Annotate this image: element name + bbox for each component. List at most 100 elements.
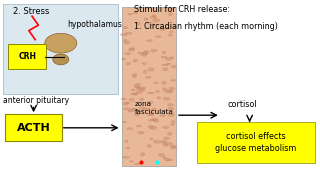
Ellipse shape <box>122 121 126 123</box>
Ellipse shape <box>162 88 167 90</box>
Ellipse shape <box>151 118 157 121</box>
Ellipse shape <box>151 49 157 52</box>
Ellipse shape <box>133 12 138 14</box>
Ellipse shape <box>148 120 154 121</box>
Text: cortisol: cortisol <box>227 100 257 109</box>
FancyBboxPatch shape <box>197 122 315 163</box>
Ellipse shape <box>144 108 149 111</box>
Ellipse shape <box>162 82 166 84</box>
Ellipse shape <box>145 76 151 78</box>
Ellipse shape <box>148 125 153 128</box>
Ellipse shape <box>128 110 132 112</box>
Ellipse shape <box>166 63 171 65</box>
Ellipse shape <box>157 97 161 99</box>
Ellipse shape <box>171 65 176 68</box>
Ellipse shape <box>154 119 159 122</box>
Ellipse shape <box>162 51 166 54</box>
Ellipse shape <box>132 75 136 78</box>
Ellipse shape <box>131 93 138 95</box>
Ellipse shape <box>148 101 153 103</box>
Ellipse shape <box>136 125 142 127</box>
Ellipse shape <box>140 98 144 100</box>
Ellipse shape <box>163 157 166 159</box>
Ellipse shape <box>168 103 173 106</box>
Ellipse shape <box>163 97 170 100</box>
Ellipse shape <box>148 114 154 116</box>
Ellipse shape <box>150 16 157 18</box>
Ellipse shape <box>169 13 172 16</box>
Ellipse shape <box>128 48 135 51</box>
Ellipse shape <box>143 52 147 55</box>
Ellipse shape <box>123 102 128 105</box>
Ellipse shape <box>139 107 146 109</box>
Ellipse shape <box>153 140 160 143</box>
Ellipse shape <box>133 59 138 62</box>
Ellipse shape <box>160 114 165 116</box>
Ellipse shape <box>167 142 172 145</box>
Ellipse shape <box>124 108 130 110</box>
Ellipse shape <box>142 63 147 64</box>
Ellipse shape <box>171 124 175 125</box>
Ellipse shape <box>167 91 172 93</box>
FancyBboxPatch shape <box>5 114 62 141</box>
Ellipse shape <box>167 132 172 135</box>
Ellipse shape <box>45 33 77 53</box>
Ellipse shape <box>132 109 137 111</box>
Ellipse shape <box>149 24 155 26</box>
Ellipse shape <box>127 128 132 129</box>
Ellipse shape <box>156 36 161 38</box>
Ellipse shape <box>150 138 153 140</box>
Ellipse shape <box>126 102 130 104</box>
Ellipse shape <box>132 89 135 91</box>
Ellipse shape <box>165 57 172 61</box>
Ellipse shape <box>170 89 173 93</box>
Ellipse shape <box>171 80 176 81</box>
Ellipse shape <box>139 87 146 90</box>
Ellipse shape <box>131 108 135 110</box>
Ellipse shape <box>130 48 135 50</box>
Ellipse shape <box>122 58 125 60</box>
Ellipse shape <box>138 52 144 54</box>
Ellipse shape <box>130 161 133 162</box>
Ellipse shape <box>168 114 174 116</box>
Ellipse shape <box>172 145 175 148</box>
Ellipse shape <box>153 19 160 22</box>
Ellipse shape <box>125 32 132 34</box>
Ellipse shape <box>140 153 145 156</box>
Ellipse shape <box>152 15 156 17</box>
Ellipse shape <box>53 54 69 65</box>
Ellipse shape <box>169 87 175 90</box>
Text: Stimuli for CRH release:: Stimuli for CRH release: <box>134 5 230 14</box>
Ellipse shape <box>163 68 168 71</box>
FancyBboxPatch shape <box>8 44 46 69</box>
Ellipse shape <box>136 87 141 90</box>
Ellipse shape <box>163 142 167 144</box>
Ellipse shape <box>162 64 168 66</box>
Ellipse shape <box>163 126 169 129</box>
Ellipse shape <box>120 33 127 36</box>
Ellipse shape <box>144 51 149 54</box>
Ellipse shape <box>142 54 147 56</box>
Text: anterior pituitary: anterior pituitary <box>3 96 69 105</box>
Ellipse shape <box>148 92 154 94</box>
Ellipse shape <box>144 18 148 21</box>
Ellipse shape <box>165 27 171 29</box>
Ellipse shape <box>127 13 133 15</box>
Ellipse shape <box>125 140 128 143</box>
Text: zona
fasciculata: zona fasciculata <box>134 101 173 115</box>
Ellipse shape <box>160 141 167 143</box>
Ellipse shape <box>153 82 158 84</box>
Ellipse shape <box>124 39 127 42</box>
Ellipse shape <box>138 131 144 134</box>
Ellipse shape <box>164 90 170 92</box>
Ellipse shape <box>171 120 175 123</box>
Ellipse shape <box>159 154 165 157</box>
Ellipse shape <box>126 147 130 149</box>
Ellipse shape <box>135 163 140 165</box>
Ellipse shape <box>168 107 174 110</box>
Ellipse shape <box>136 91 142 93</box>
Text: 2. Stress: 2. Stress <box>13 7 49 16</box>
Ellipse shape <box>164 137 169 140</box>
Ellipse shape <box>150 126 157 129</box>
Ellipse shape <box>156 90 159 93</box>
